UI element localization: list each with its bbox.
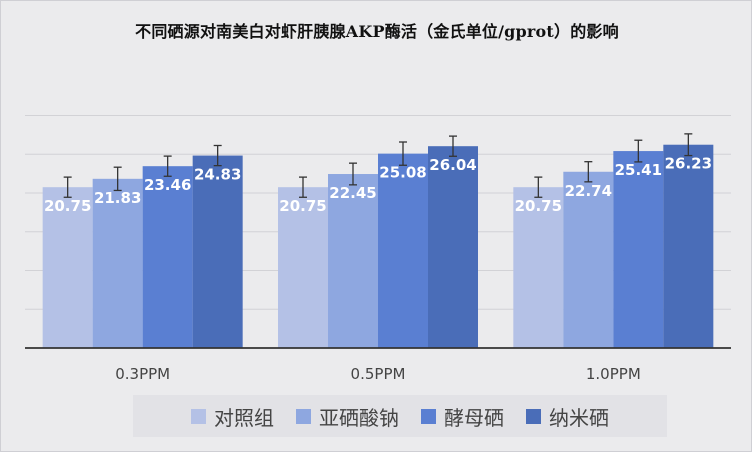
bar	[192, 155, 243, 348]
legend-label: 纳米硒	[549, 405, 609, 430]
bar	[92, 178, 143, 348]
bar	[42, 187, 93, 348]
data-label: 20.75	[279, 197, 326, 215]
bar	[563, 171, 614, 348]
data-label: 26.23	[665, 155, 712, 173]
bar	[513, 187, 564, 348]
legend-label: 亚硒酸钠	[319, 405, 399, 430]
data-label: 26.04	[429, 156, 476, 174]
x-tick-label: 1.0PPM	[586, 365, 641, 383]
data-label: 21.83	[94, 189, 141, 207]
legend-label: 对照组	[214, 405, 274, 430]
data-label: 25.08	[379, 164, 426, 182]
bar	[378, 153, 428, 348]
legend-swatch	[191, 408, 206, 424]
chart-title: 不同硒源对南美白对虾肝胰腺AKP酶活（金氏单位/gprot）的影响	[135, 22, 619, 41]
data-label: 22.74	[565, 182, 612, 200]
legend-item: 酵母硒	[421, 402, 504, 431]
chart-legend: 对照组 亚硒酸钠 酵母硒 纳米硒	[133, 395, 667, 437]
data-label: 20.75	[44, 197, 91, 215]
legend-swatch	[526, 408, 541, 424]
legend-item: 纳米硒	[526, 402, 609, 431]
legend-item: 对照组	[191, 402, 274, 431]
bar	[278, 187, 328, 348]
x-tick-label: 0.3PPM	[115, 365, 170, 383]
bar	[428, 146, 478, 348]
legend-item: 亚硒酸钠	[296, 402, 399, 431]
data-label: 24.83	[194, 166, 241, 184]
legend-swatch	[421, 408, 436, 424]
legend-label: 酵母硒	[444, 405, 504, 430]
data-label: 22.45	[329, 184, 376, 202]
legend-swatch	[296, 408, 311, 424]
bar	[663, 144, 714, 348]
bar	[613, 151, 664, 348]
data-label: 20.75	[515, 197, 562, 215]
data-label: 23.46	[144, 176, 191, 194]
data-label: 25.41	[615, 161, 662, 179]
bar	[142, 166, 193, 348]
bar	[328, 174, 378, 348]
x-tick-label: 0.5PPM	[351, 365, 406, 383]
